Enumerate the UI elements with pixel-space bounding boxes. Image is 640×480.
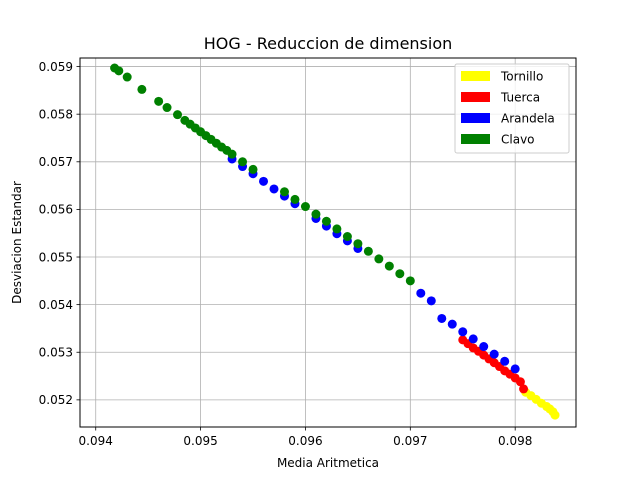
- x-tick-label-4: 0.098: [498, 434, 532, 448]
- point-arandela-13: [426, 296, 436, 306]
- y-tick-label-3: 0.055: [39, 250, 73, 264]
- y-tick-label-1: 0.053: [39, 346, 73, 360]
- data-points: [110, 63, 560, 420]
- point-arandela-20: [500, 356, 510, 366]
- series-clavo: [110, 63, 415, 286]
- y-tick-label-7: 0.059: [39, 60, 73, 74]
- point-clavo-26: [353, 239, 363, 249]
- legend-swatch-tuerca: [461, 92, 490, 102]
- series-tornillo: [521, 387, 560, 420]
- point-clavo-31: [405, 276, 415, 286]
- x-tick-label-1: 0.095: [183, 434, 217, 448]
- axis-ticks: 0.094 0.095 0.096 0.097 0.098 0.052 0.053 0.054…: [39, 60, 533, 448]
- plot-frame: [79, 57, 577, 428]
- point-clavo-21: [300, 202, 310, 212]
- point-arandela-15: [447, 319, 457, 329]
- x-tick-label-2: 0.096: [288, 434, 322, 448]
- point-arandela-4: [269, 184, 279, 194]
- point-clavo-27: [363, 246, 373, 256]
- legend-label-clavo: Clavo: [501, 133, 535, 147]
- point-tuerca-11: [515, 377, 525, 387]
- legend-label-tornillo: Tornillo: [500, 70, 543, 84]
- y-tick-label-4: 0.056: [39, 203, 73, 217]
- point-arandela-17: [468, 334, 478, 344]
- point-clavo-28: [374, 254, 384, 264]
- point-clavo-3: [137, 84, 147, 94]
- x-tick-label-0: 0.094: [79, 434, 113, 448]
- point-clavo-4: [154, 96, 164, 106]
- point-clavo-18: [248, 164, 258, 174]
- point-clavo-19: [279, 187, 289, 197]
- y-tick-label-6: 0.058: [39, 107, 73, 121]
- y-tick-label-2: 0.054: [39, 298, 73, 312]
- point-arandela-19: [489, 349, 499, 359]
- y-tick-label-0: 0.052: [39, 393, 73, 407]
- point-clavo-25: [342, 232, 352, 242]
- point-clavo-5: [162, 103, 172, 113]
- legend-label-tuerca: Tuerca: [500, 91, 540, 105]
- legend-swatch-arandela: [461, 113, 490, 123]
- legend-label-arandela: Arandela: [501, 112, 555, 126]
- legend-swatch-clavo: [461, 134, 490, 144]
- legend: Tornillo Tuerca Arandela Clavo: [454, 63, 570, 154]
- x-axis-title: Media Aritmetica: [277, 456, 379, 470]
- point-clavo-2: [122, 72, 132, 82]
- point-clavo-16: [227, 149, 237, 159]
- point-clavo-17: [238, 157, 248, 167]
- legend-swatch-tornillo: [461, 71, 490, 81]
- point-arandela-12: [416, 288, 426, 298]
- y-axis-title: Desviacion Estandar: [10, 181, 24, 304]
- point-clavo-29: [384, 261, 394, 271]
- legend-items: Tornillo Tuerca Arandela Clavo: [461, 70, 555, 147]
- point-arandela-21: [510, 364, 520, 374]
- point-arandela-14: [437, 313, 447, 323]
- legend-box: [454, 63, 570, 154]
- point-tornillo-7: [550, 410, 560, 420]
- point-tuerca-12: [519, 384, 529, 394]
- point-clavo-1: [114, 66, 124, 76]
- point-clavo-20: [290, 194, 300, 204]
- point-clavo-6: [173, 110, 183, 120]
- x-tick-label-3: 0.097: [393, 434, 427, 448]
- point-arandela-3: [259, 176, 269, 186]
- y-tick-label-5: 0.057: [39, 155, 73, 169]
- chart-title: HOG - Reduccion de dimension: [204, 34, 453, 53]
- point-arandela-16: [458, 327, 468, 337]
- point-clavo-22: [311, 209, 321, 219]
- point-clavo-30: [395, 269, 405, 279]
- point-clavo-23: [321, 216, 331, 226]
- point-clavo-24: [332, 224, 342, 234]
- point-arandela-18: [479, 342, 489, 352]
